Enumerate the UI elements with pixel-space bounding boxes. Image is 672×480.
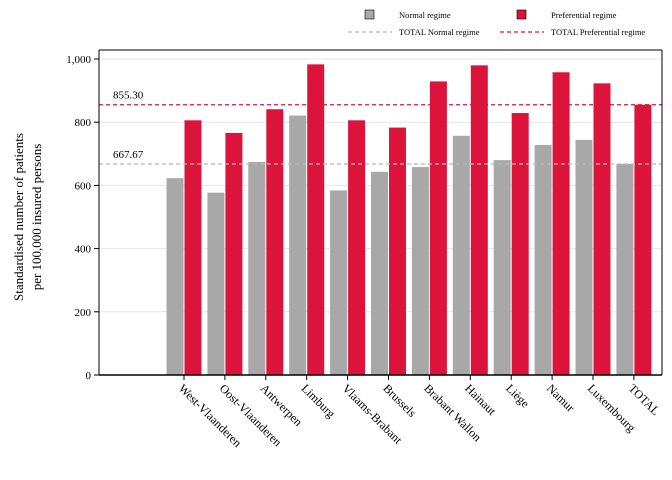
x-tick-label: Brussels	[380, 381, 419, 420]
bar-preferential-2	[266, 109, 284, 375]
y-tick-label: 200	[75, 307, 92, 319]
bar-preferential-7	[470, 65, 488, 375]
legend-label-3: TOTAL Preferential regime	[551, 27, 645, 37]
y-axis-label-line-2: per 100,000 insured persons	[29, 144, 44, 291]
bar-preferential-6	[429, 81, 447, 375]
legend-label-2: TOTAL Normal regime	[399, 27, 480, 37]
x-tick-label: TOTAL	[626, 381, 663, 418]
bar-preferential-11	[634, 104, 652, 376]
reference-lines: 667.67 855.30	[99, 90, 662, 165]
x-tick-label: Limburg	[299, 381, 338, 420]
bar-preferential-9	[552, 72, 570, 375]
bar-preferential-8	[511, 113, 529, 375]
y-tick-label: 800	[75, 117, 92, 129]
bar-normal-9	[534, 144, 552, 375]
bar-normal-0	[166, 178, 184, 375]
bar-normal-5	[371, 171, 388, 375]
y-axis-label-line-1: Standardised number of patients	[11, 133, 26, 301]
bar-preferential-4	[348, 120, 366, 375]
bar-preferential-3	[307, 64, 325, 375]
y-tick-label: 600	[75, 180, 92, 192]
bar-normal-10	[575, 139, 593, 375]
x-tick-label: Liège	[503, 381, 532, 410]
bar-normal-11	[616, 164, 634, 375]
bar-normal-8	[493, 160, 511, 375]
bar-normal-1	[207, 192, 225, 375]
bars	[166, 64, 652, 376]
bar-normal-4	[330, 190, 348, 375]
legend-label-0: Normal regime	[399, 10, 451, 20]
bar-preferential-5	[389, 127, 406, 376]
legend-label-1: Preferential regime	[551, 10, 617, 20]
bar-normal-6	[411, 167, 429, 375]
bar-preferential-1	[225, 132, 243, 375]
bar-normal-2	[248, 162, 266, 375]
reference-line-label-0: 667.67	[113, 149, 144, 161]
reference-line-label-1: 855.30	[113, 90, 144, 102]
x-tick-label: Namur	[544, 381, 577, 414]
x-tick-label: Hainaut	[462, 381, 499, 418]
y-tick-label: 1,000	[66, 54, 91, 66]
bar-preferential-10	[593, 83, 611, 375]
legend-swatch-1	[516, 9, 527, 20]
legend: Normal regime Preferential regime TOTAL No…	[348, 9, 645, 37]
y-tick-label: 400	[75, 244, 92, 256]
bar-normal-7	[452, 135, 470, 375]
bar-preferential-0	[184, 120, 202, 375]
bar-normal-3	[289, 115, 307, 376]
y-tick-label: 0	[86, 370, 92, 382]
legend-swatch-0	[364, 9, 375, 20]
